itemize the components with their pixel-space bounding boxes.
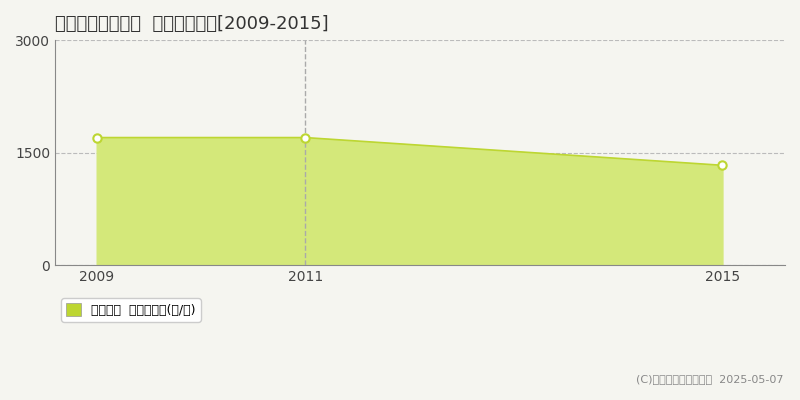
Text: (C)土地価格ドットコム  2025-05-07: (C)土地価格ドットコム 2025-05-07 xyxy=(637,374,784,384)
Text: 富山市八尾町平林  林地価格推移[2009-2015]: 富山市八尾町平林 林地価格推移[2009-2015] xyxy=(55,15,329,33)
Legend: 林地価格  平均坪単価(円/坪): 林地価格 平均坪単価(円/坪) xyxy=(62,298,201,322)
